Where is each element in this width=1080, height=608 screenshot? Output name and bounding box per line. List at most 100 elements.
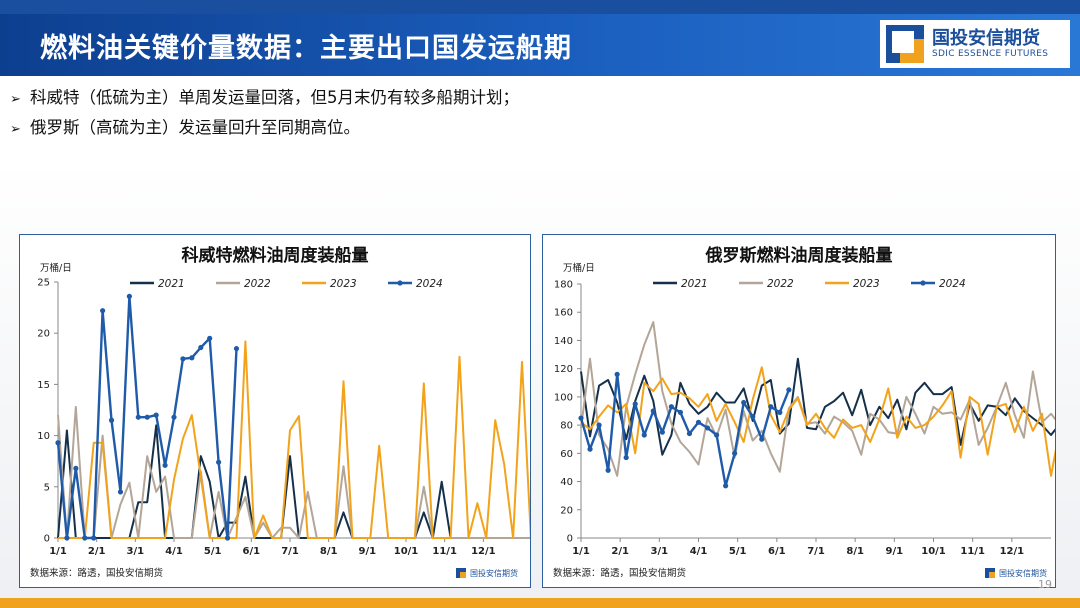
data-point-2024 (578, 415, 584, 421)
data-point-2024 (73, 465, 79, 471)
data-point-2024 (587, 446, 593, 452)
y-tick-label: 15 (37, 380, 50, 391)
logo-mark-icon (886, 25, 924, 63)
bottom-accent-bar (0, 598, 1080, 608)
bullet-text: 科威特（低硫为主）单周发运量回落，但5月末仍有较多船期计划； (30, 88, 519, 107)
data-point-2024 (64, 535, 70, 541)
data-point-2024 (759, 436, 765, 442)
y-tick-label: 60 (560, 449, 573, 460)
series-line-2022 (57, 405, 657, 539)
data-point-2024 (153, 412, 159, 418)
y-tick-label: 100 (554, 392, 573, 403)
data-point-2024 (171, 414, 177, 420)
x-tick-label: 7/1 (807, 546, 825, 557)
y-tick-label: 140 (554, 336, 573, 347)
data-point-2024 (198, 344, 204, 351)
x-tick-label: 7/1 (281, 546, 299, 557)
data-source-note: 数据来源：路透，国投安信期货 (30, 567, 163, 579)
x-tick-label: 5/1 (729, 546, 747, 557)
bullet-item: ➢ 科威特（低硫为主）单周发运量回落，但5月末仍有较多船期计划； (10, 84, 519, 114)
data-point-2024 (596, 422, 602, 428)
bullet-text: 俄罗斯（高硫为主）发运量回升至同期高位。 (30, 118, 360, 137)
y-tick-label: 25 (37, 278, 50, 289)
legend-marker (397, 280, 403, 286)
data-point-2024 (732, 450, 738, 456)
y-tick-label: 0 (44, 534, 50, 545)
legend-label: 2023 (853, 278, 880, 290)
data-point-2024 (82, 535, 88, 541)
x-tick-label: 4/1 (165, 546, 183, 557)
legend-label: 2023 (330, 278, 357, 290)
x-tick-label: 6/1 (768, 546, 786, 557)
x-tick-label: 4/1 (690, 546, 708, 557)
arrow-bullet-icon: ➢ (10, 122, 21, 137)
kuwait-chart-box: 科威特燃料油周度装船量 万桶/日 0 5 10 15 20 25 1/1 2/1 3/1 4/1 5/1… (19, 234, 666, 588)
y-tick-label: 10 (37, 431, 50, 442)
data-point-2024 (695, 419, 702, 425)
x-tick-label: 6/1 (243, 546, 261, 557)
logo-chinese-name: 国投安信期货 (932, 28, 1040, 49)
data-point-2024 (668, 404, 674, 410)
logo-english-name: SDIC ESSENCE FUTURES (932, 49, 1049, 59)
page-title: 燃料油关键价量数据：主要出口国发运船期 (40, 33, 572, 64)
x-tick-label: 5/1 (204, 546, 222, 557)
page-number: 19 (1038, 578, 1052, 591)
x-tick-label: 2/1 (88, 546, 106, 557)
y-tick-label: 20 (37, 329, 50, 340)
legend-label: 2022 (244, 278, 271, 290)
data-point-2024 (614, 371, 620, 377)
data-point-2024 (741, 399, 747, 406)
data-point-2024 (677, 409, 684, 416)
data-point-2024 (786, 387, 792, 393)
x-tick-label: 8/1 (320, 546, 338, 557)
data-point-2024 (216, 459, 222, 465)
x-tick-label: 10/1 (921, 546, 946, 557)
y-tick-label: 20 (560, 505, 573, 516)
legend-marker (920, 280, 926, 286)
x-tick-label: 9/1 (359, 546, 377, 557)
data-point-2024 (650, 408, 656, 414)
bullet-list: ➢ 科威特（低硫为主）单周发运量回落，但5月末仍有较多船期计划； ➢ 俄罗斯（高硫为… (10, 84, 519, 144)
data-point-2024 (91, 535, 97, 541)
y-tick-label: 120 (554, 364, 573, 375)
y-tick-label: 180 (554, 280, 573, 291)
watermark-mark-accent (460, 572, 466, 578)
x-tick-label: 9/1 (886, 546, 904, 557)
x-tick-label: 12/1 (471, 546, 496, 557)
data-source-note: 数据来源：路透，国投安信期货 (553, 567, 686, 579)
data-point-2024 (207, 335, 213, 341)
data-point-2024 (100, 308, 106, 314)
watermark-logo: 国投安信期货 (456, 568, 518, 578)
russia-chart-box: 俄罗斯燃料油周度装船量 万桶/日 0 20 40 60 80 100 120 140 160 180 1… (542, 234, 1080, 588)
series-line-2023 (58, 340, 666, 539)
watermark-text: 国投安信期货 (999, 568, 1047, 578)
x-tick-label: 10/1 (394, 546, 419, 557)
data-point-2024 (233, 345, 240, 352)
legend-label: 2021 (681, 278, 708, 290)
y-axis-label: 万桶/日 (563, 262, 595, 274)
bullet-item: ➢ 俄罗斯（高硫为主）发运量回升至同期高位。 (10, 114, 519, 144)
watermark-text: 国投安信期货 (470, 568, 518, 578)
data-point-2024 (224, 535, 231, 541)
y-tick-label: 0 (567, 534, 573, 545)
legend-label: 2024 (939, 278, 966, 290)
data-point-2024 (189, 355, 195, 361)
data-point-2024 (180, 356, 186, 362)
series-line-2024 (579, 373, 791, 488)
data-point-2024 (55, 440, 61, 446)
series-line-2022 (580, 321, 1080, 477)
data-point-2024 (750, 414, 756, 420)
series-line-2021 (580, 357, 1080, 456)
data-point-2024 (641, 432, 647, 438)
data-point-2024 (126, 293, 132, 299)
data-point-2024 (135, 414, 141, 420)
data-point-2024 (713, 432, 720, 438)
chart-title: 科威特燃料油周度装船量 (182, 245, 369, 266)
data-point-2024 (777, 409, 783, 416)
legend-label: 2021 (158, 278, 185, 290)
watermark-logo: 国投安信期货 (985, 568, 1047, 578)
legend-label: 2022 (767, 278, 794, 290)
data-point-2024 (723, 483, 729, 489)
